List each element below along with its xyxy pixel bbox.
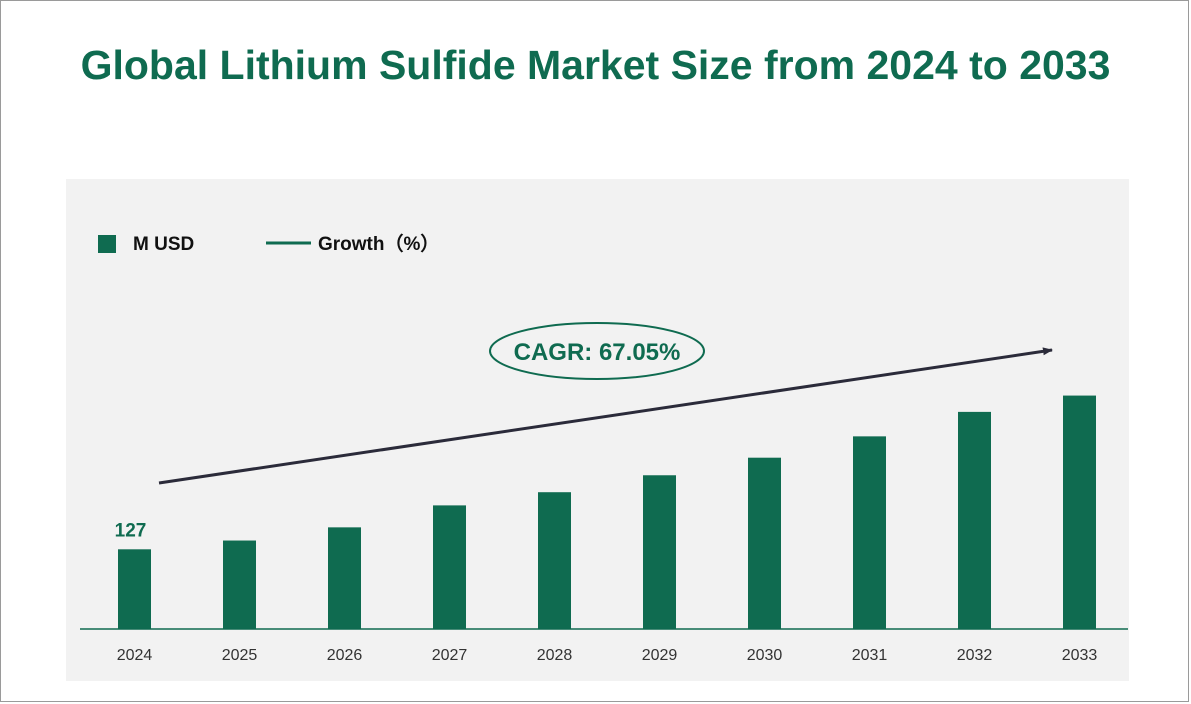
legend: M USD Growth（%） (98, 232, 439, 255)
data-labels: 127 (115, 520, 147, 541)
bar-2028 (538, 492, 571, 629)
x-tick-2030: 2030 (747, 647, 783, 664)
trend-arrow (158, 347, 1053, 485)
bar-2025 (223, 540, 256, 629)
bar-2033 (1063, 395, 1096, 629)
x-tick-2032: 2032 (957, 647, 993, 664)
x-tick-2033: 2033 (1062, 647, 1098, 664)
data-label-2024: 127 (115, 520, 147, 541)
bar-2027 (433, 505, 466, 629)
x-tick-2024: 2024 (117, 647, 153, 664)
bar-2032 (958, 411, 991, 629)
bar-2026 (328, 527, 361, 629)
x-tick-2026: 2026 (327, 647, 363, 664)
bar-2024 (118, 549, 151, 629)
x-tick-2025: 2025 (222, 647, 258, 664)
legend-swatch-m-usd (98, 235, 116, 253)
x-tick-2028: 2028 (537, 647, 573, 664)
chart-title: Global Lithium Sulfide Market Size from … (80, 42, 1111, 88)
x-tick-2027: 2027 (432, 647, 468, 664)
x-tick-2029: 2029 (642, 647, 678, 664)
bar-2031 (853, 436, 886, 629)
legend-label-growth: Growth（%） (318, 232, 439, 255)
cagr-annotation: CAGR: 67.05% (514, 339, 681, 366)
legend-label-m-usd: M USD (133, 234, 194, 255)
x-tick-2031: 2031 (852, 647, 888, 664)
x-tick-labels: 2024 2025 2026 2027 2028 2029 2030 2031 2032 2033 (117, 647, 1098, 664)
bar-2030 (748, 457, 781, 629)
bars-group (118, 395, 1096, 629)
cagr-ellipse (489, 322, 705, 380)
bar-2029 (643, 475, 676, 629)
